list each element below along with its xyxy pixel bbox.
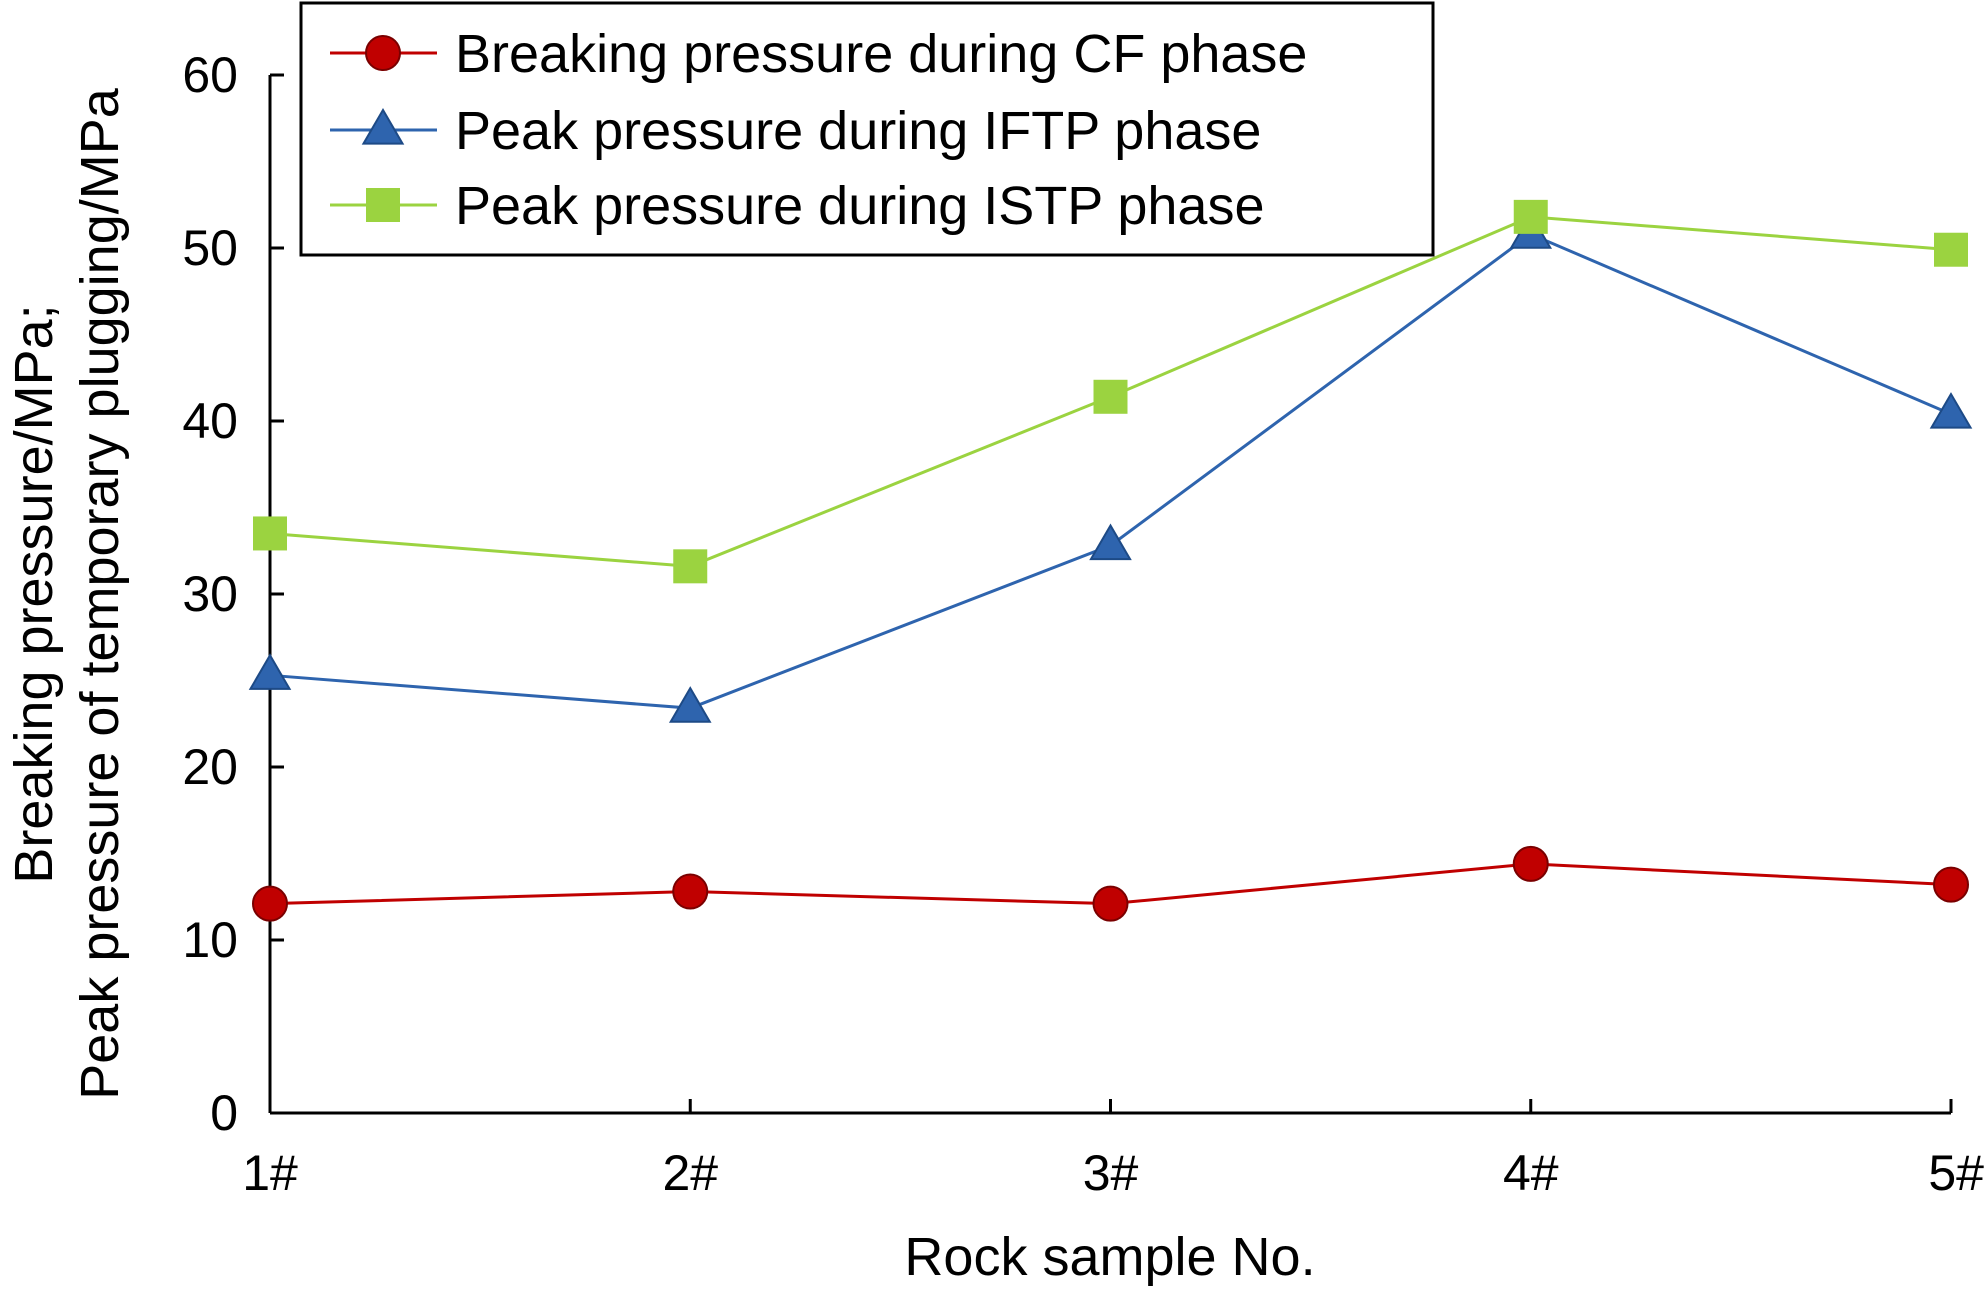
- data-point: [668, 686, 712, 723]
- x-tick-label: 1#: [242, 1145, 298, 1201]
- data-point: [248, 653, 292, 690]
- data-point: [673, 549, 708, 584]
- series-2: [248, 212, 1973, 723]
- legend-marker: [361, 107, 405, 145]
- legend-label: Breaking pressure during CF phase: [455, 24, 1307, 84]
- y-tick-label: 0: [210, 1085, 238, 1141]
- legend-box: [299, 1, 1435, 257]
- x-tick-label: 2#: [662, 1145, 718, 1201]
- data-point: [253, 516, 287, 551]
- y-tick-label: 20: [182, 739, 238, 795]
- x-ticks: 1# 2# 3# 4# 5#: [242, 1099, 1984, 1201]
- data-point: [1092, 885, 1129, 922]
- y-axis-title-line-1: Breaking pressure/MPa;: [4, 304, 64, 883]
- y-tick-label: 50: [182, 220, 238, 276]
- data-point: [1093, 379, 1128, 414]
- legend-label: Peak pressure during ISTP phase: [455, 176, 1264, 236]
- y-ticks: 0 10 20 30 40 50 60: [182, 47, 284, 1141]
- data-point: [672, 873, 709, 910]
- x-tick-label: 5#: [1928, 1145, 1984, 1201]
- series-layer: [248, 199, 1973, 922]
- x-tick-label: 3#: [1083, 1145, 1139, 1201]
- legend-marker: [366, 188, 400, 222]
- y-tick-label: 30: [182, 566, 238, 622]
- x-axis-title: Rock sample No.: [904, 1227, 1315, 1287]
- data-point: [1512, 845, 1549, 882]
- series-line: [269, 232, 1952, 710]
- data-point: [1929, 392, 1973, 429]
- legend: Breaking pressure during CF phase Peak pr…: [299, 1, 1435, 257]
- data-point: [252, 885, 288, 922]
- series-3: [253, 199, 1968, 584]
- data-point: [1934, 232, 1968, 267]
- legend-marker: [365, 35, 401, 71]
- series-1: [252, 845, 1969, 922]
- data-point: [1933, 866, 1969, 903]
- legend-label: Peak pressure during IFTP phase: [455, 101, 1261, 161]
- y-tick-label: 10: [182, 912, 238, 968]
- y-axis-title-line-2: Peak pressure of temporary plugging/MPa: [70, 87, 130, 1099]
- x-tick-label: 4#: [1503, 1145, 1559, 1201]
- data-point: [1513, 199, 1548, 234]
- y-tick-label: 40: [182, 393, 238, 449]
- data-point: [1089, 523, 1132, 561]
- y-tick-label: 60: [182, 47, 238, 103]
